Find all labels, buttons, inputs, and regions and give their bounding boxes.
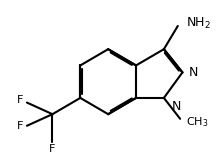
Text: F: F [17,121,23,131]
Text: F: F [49,144,56,154]
Text: F: F [17,95,23,105]
Text: N: N [172,100,181,113]
Text: N: N [188,66,198,79]
Text: NH$_2$: NH$_2$ [186,16,211,31]
Text: CH$_3$: CH$_3$ [186,115,208,129]
